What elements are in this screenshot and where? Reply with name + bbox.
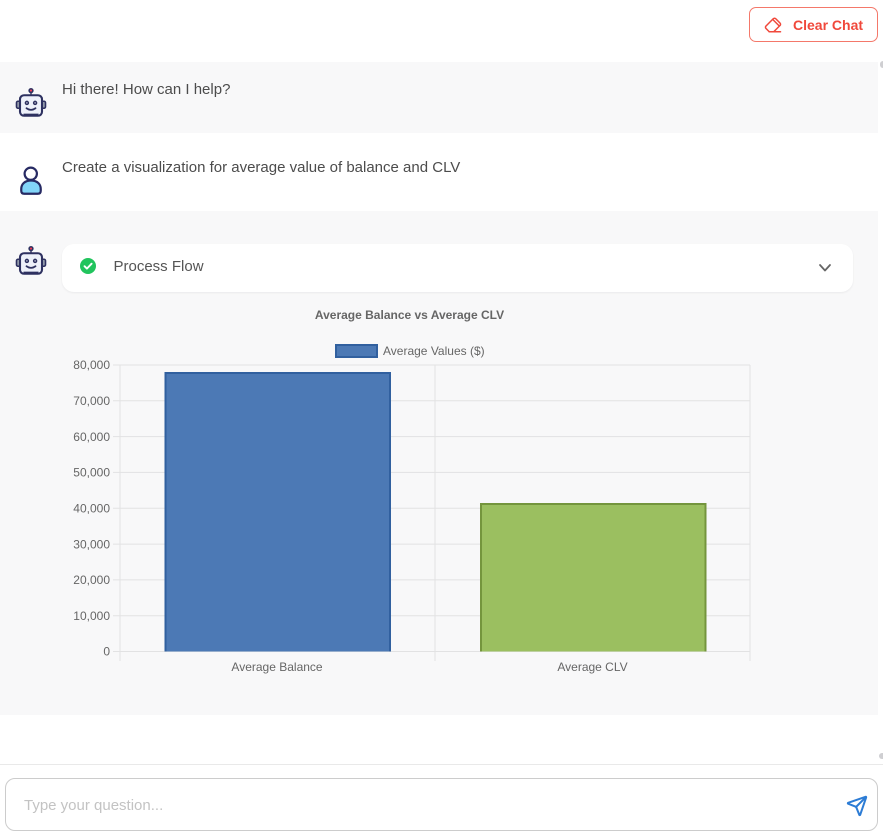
svg-text:0: 0: [103, 645, 110, 659]
svg-text:30,000: 30,000: [73, 537, 110, 551]
svg-text:40,000: 40,000: [73, 501, 110, 515]
svg-text:80,000: 80,000: [73, 358, 110, 372]
svg-text:60,000: 60,000: [73, 430, 110, 444]
svg-text:Average Balance vs Average CLV: Average Balance vs Average CLV: [315, 308, 504, 322]
svg-text:10,000: 10,000: [73, 609, 110, 623]
svg-text:Average Values ($): Average Values ($): [383, 344, 485, 358]
svg-text:20,000: 20,000: [73, 573, 110, 587]
svg-text:70,000: 70,000: [73, 394, 110, 408]
svg-text:Average Balance: Average Balance: [231, 660, 323, 674]
svg-text:Average CLV: Average CLV: [557, 660, 627, 674]
svg-text:50,000: 50,000: [73, 466, 110, 480]
